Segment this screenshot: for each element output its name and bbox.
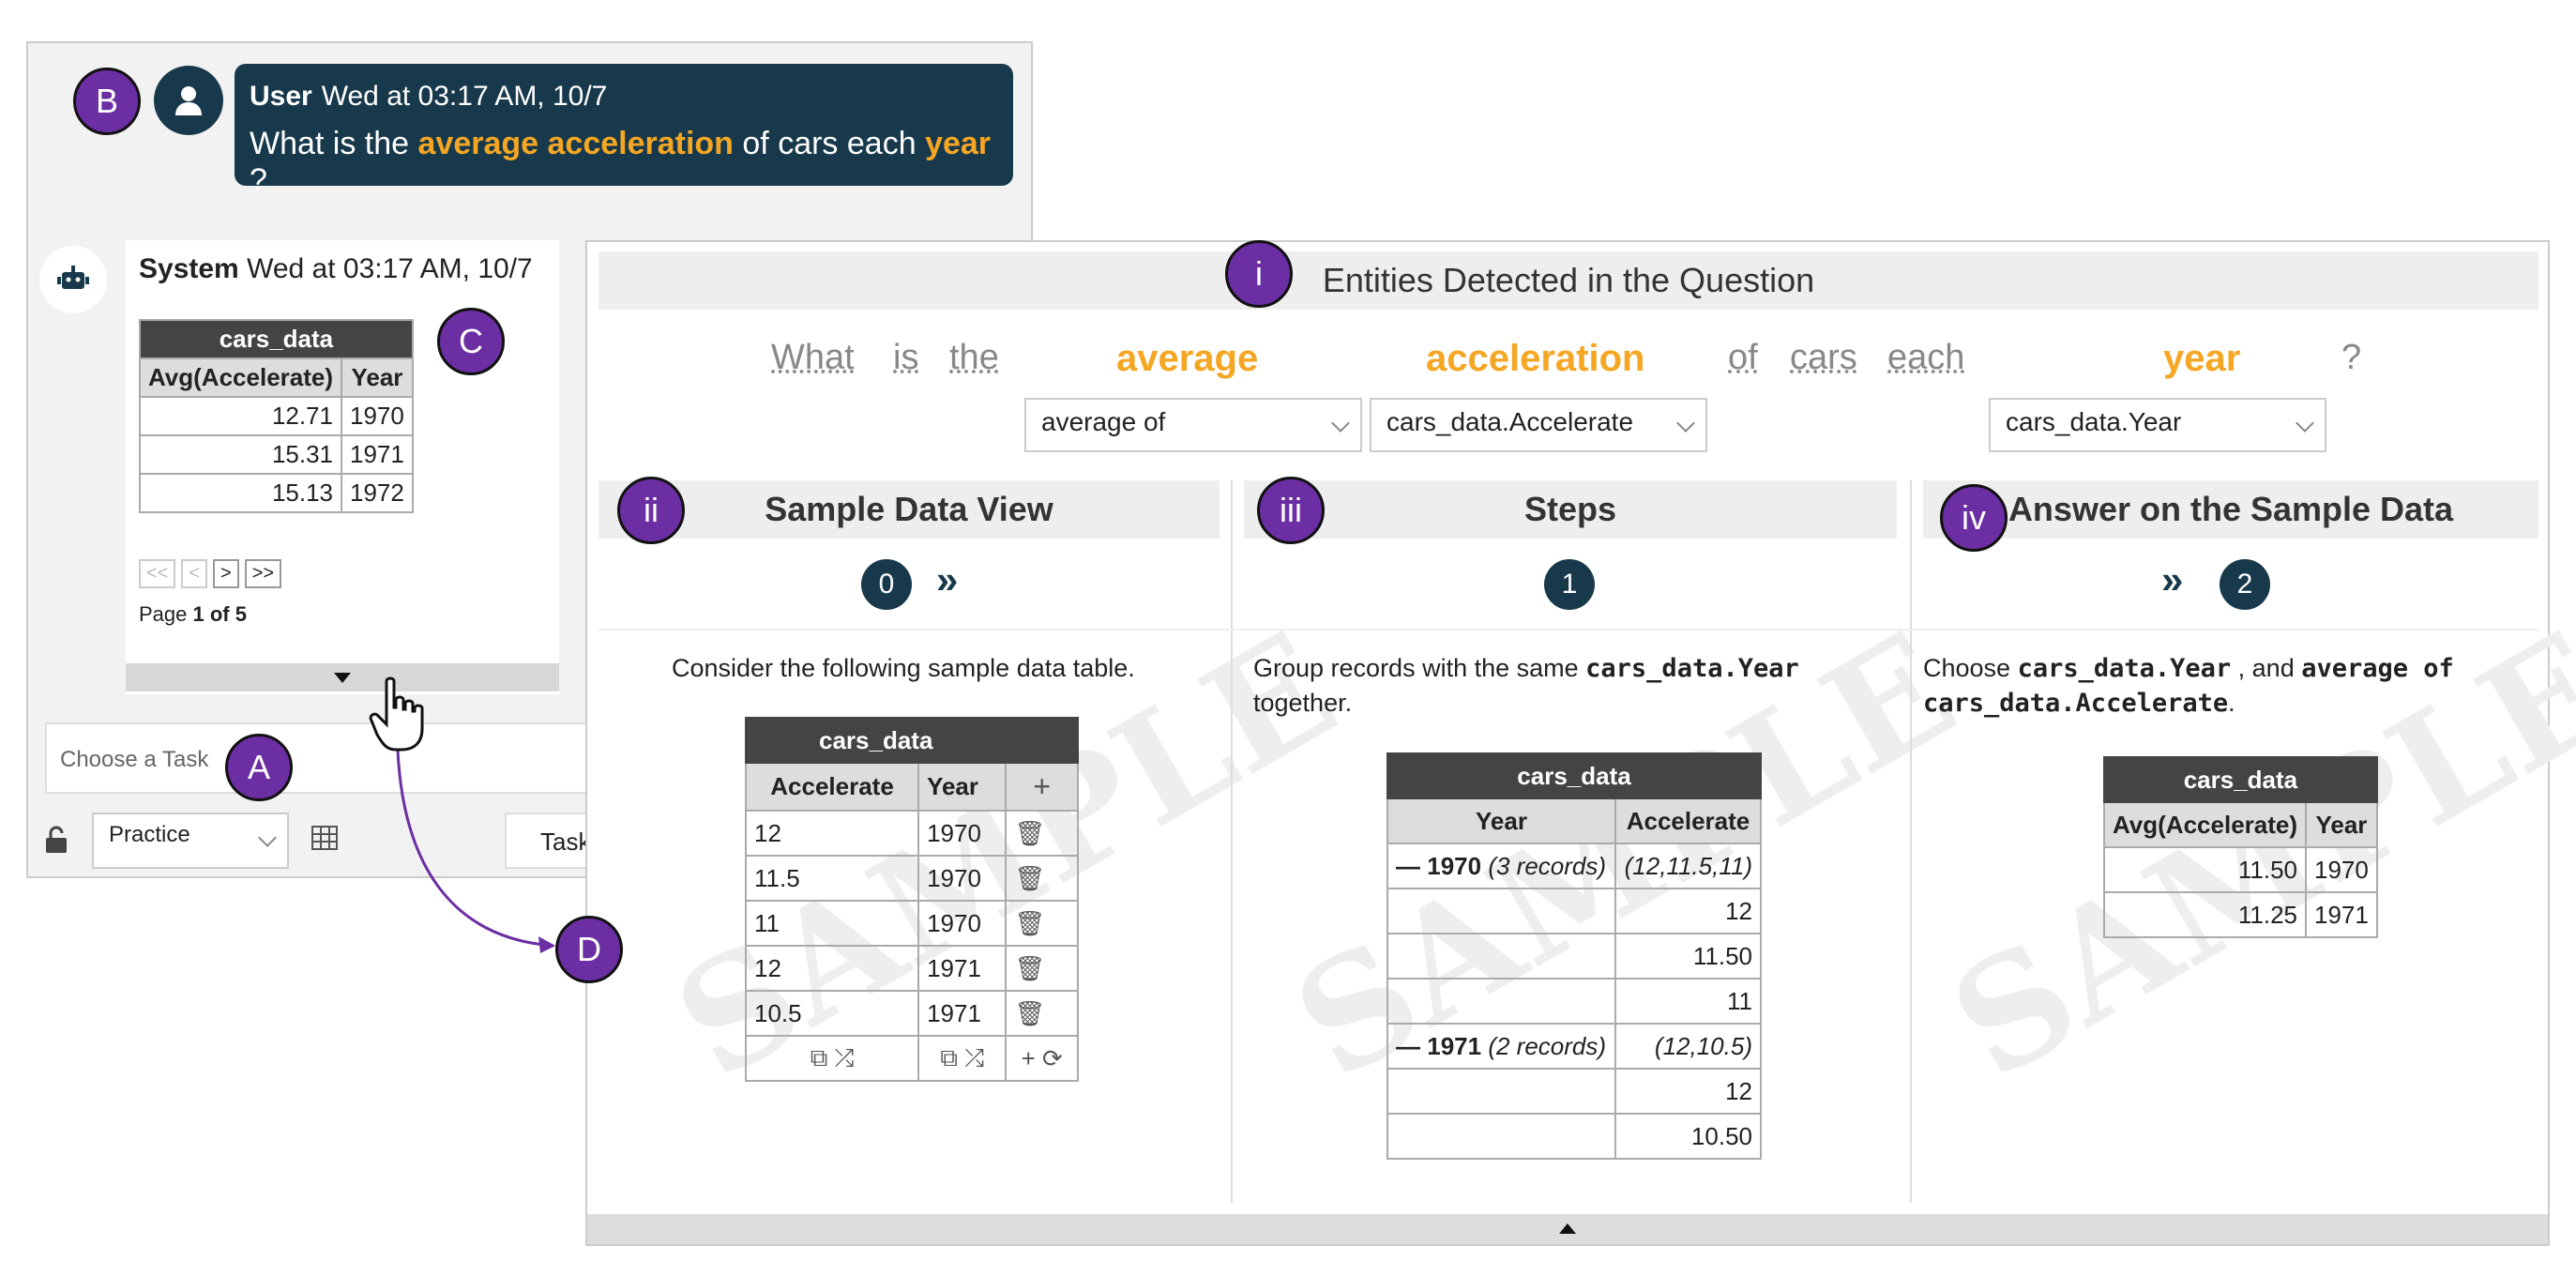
entity-acceleration[interactable]: acceleration <box>1426 338 1645 379</box>
trash-icon[interactable]: 🗑 <box>1005 855 1079 902</box>
expand-bar[interactable] <box>126 663 559 691</box>
trash-icon[interactable]: 🗑 <box>1005 900 1079 947</box>
entity-year[interactable]: year <box>2163 338 2241 379</box>
add-row-button[interactable]: + <box>1005 762 1079 812</box>
table-tools[interactable]: + ⟳ <box>1005 1035 1079 1082</box>
question-word[interactable]: is <box>893 338 919 377</box>
hand-cursor-icon <box>368 676 430 759</box>
caret-down-icon <box>334 673 351 683</box>
table-row: 12 <box>1386 1068 1762 1115</box>
table-row: 10.5 1971 🗑 <box>744 990 1079 1037</box>
table-row: 12 <box>1386 888 1762 934</box>
table-row: 11.25 1971 <box>2102 891 2378 938</box>
chevron-down-icon <box>258 828 277 847</box>
shuffle-icon[interactable]: ⤮ <box>834 1043 855 1071</box>
page-indicator: Page 1 of 5 <box>139 602 247 626</box>
grouped-table: cars_data Year Accelerate — 1970 (3 recor… <box>1386 752 1762 1160</box>
table-row: 11 <box>1386 978 1762 1025</box>
question-mark: ? <box>2341 338 2362 377</box>
last-page-button[interactable]: >> <box>244 559 282 588</box>
annotation-badge-c: C <box>437 308 505 375</box>
group-row[interactable]: — 1971 (2 records) (12,10.5) <box>1386 1023 1762 1070</box>
column-tools[interactable]: ⧉ ⤮ <box>917 1035 1008 1082</box>
answer-table: cars_data Avg(Accelerate) Year 11.50 1970 … <box>2102 756 2378 938</box>
table-row: 12 1970 🗑 <box>744 810 1079 857</box>
system-timestamp: Wed at 03:17 AM, 10/7 <box>247 253 533 284</box>
chevron-down-icon <box>2296 414 2314 433</box>
question-word[interactable]: cars <box>1790 338 1857 377</box>
table-row: 12 1971 🗑 <box>744 945 1079 992</box>
sample-table: cars_data Accelerate Year + 12 1970 🗑 11.5 19… <box>744 717 1079 1082</box>
steps-description: Group records with the same cars_data.Ye… <box>1253 654 1799 717</box>
table-row: 15.13 1972 <box>138 473 414 513</box>
plus-icon[interactable]: + <box>1021 1043 1036 1072</box>
group-row[interactable]: — 1970 (3 records) (12,11.5,11) <box>1386 843 1762 889</box>
table-row: 10.50 <box>1386 1113 1762 1160</box>
question-word[interactable]: What <box>771 338 855 377</box>
column-tools[interactable]: ⧉ ⤮ <box>744 1035 920 1082</box>
table-icon[interactable] <box>311 826 338 855</box>
system-name: System <box>139 253 239 284</box>
caret-up-icon <box>1559 1223 1576 1234</box>
annotation-badge-b: B <box>73 68 141 135</box>
chevron-down-icon <box>1676 414 1695 433</box>
table-row: 15.31 1971 <box>138 434 414 475</box>
connector-arrow <box>396 750 555 953</box>
column-dropdown-accelerate[interactable]: cars_data.Accelerate <box>1370 398 1707 452</box>
robot-avatar-icon <box>39 246 107 313</box>
forward-icon[interactable]: » <box>2161 557 2184 601</box>
user-avatar-icon <box>154 66 223 135</box>
annotation-badge-i: i <box>1225 240 1293 308</box>
annotation-badge-iv: iv <box>1940 484 2008 552</box>
user-message: User Wed at 03:17 AM, 10/7 What is the av… <box>235 64 1013 198</box>
table-row: 11.5 1970 🗑 <box>744 855 1079 902</box>
collapse-bar[interactable] <box>587 1214 2548 1244</box>
copy-icon[interactable]: ⧉ <box>940 1043 958 1071</box>
trash-icon[interactable]: 🗑 <box>1005 810 1079 857</box>
user-question: What is the average acceleration of cars… <box>250 126 992 198</box>
annotation-badge-ii: ii <box>617 477 685 544</box>
trash-icon[interactable]: 🗑 <box>1005 945 1079 992</box>
column-dropdown-year[interactable]: cars_data.Year <box>1989 398 2326 452</box>
step-counter: 0 <box>861 559 912 610</box>
question-word[interactable]: each <box>1887 338 1965 377</box>
trash-icon[interactable]: 🗑 <box>1005 990 1079 1037</box>
chevron-down-icon <box>1331 414 1350 433</box>
copy-icon[interactable]: ⧉ <box>810 1043 828 1071</box>
sample-description: Consider the following sample data table… <box>672 654 1135 682</box>
entity-average[interactable]: average <box>1116 338 1259 379</box>
answer-header: Answer on the Sample Data <box>1923 480 2538 539</box>
answer-description: Choose cars_data.Year , and average of c… <box>1923 654 2454 718</box>
first-page-button[interactable]: << <box>139 559 176 588</box>
table-row: 11 1970 🗑 <box>744 900 1079 947</box>
table-row: 11.50 <box>1386 933 1762 980</box>
sample-data-header: Sample Data View <box>599 480 1220 539</box>
result-table: cars_data Avg(Accelerate) Year 12.71 1970 … <box>138 319 414 513</box>
forward-icon[interactable]: » <box>936 557 959 601</box>
annotation-badge-d: D <box>555 916 623 983</box>
next-page-button[interactable]: > <box>213 559 239 588</box>
refresh-icon[interactable]: ⟳ <box>1042 1043 1063 1072</box>
entities-header: Entities Detected in the Question <box>599 251 2538 310</box>
operation-dropdown[interactable]: average of <box>1024 398 1362 452</box>
task-input[interactable]: Choose a Task <box>45 722 608 794</box>
system-message: System Wed at 03:17 AM, 10/7 cars_data A… <box>126 240 559 694</box>
step-counter: 1 <box>1544 559 1595 610</box>
table-row: 11.50 1970 <box>2102 846 2378 893</box>
mode-select[interactable]: Practice <box>92 813 289 869</box>
pager: << < > >> <box>139 559 287 588</box>
table-row: 12.71 1970 <box>138 396 414 436</box>
prev-page-button[interactable]: < <box>181 559 208 588</box>
user-name: User <box>250 81 312 112</box>
user-timestamp: Wed at 03:17 AM, 10/7 <box>321 81 608 112</box>
step-counter: 2 <box>2220 559 2270 610</box>
annotation-badge-a: A <box>225 734 293 801</box>
question-word[interactable]: the <box>949 338 999 377</box>
explanation-panel: SAMPLE SAMPLE SAMPLE Entities Detected i… <box>585 240 2576 1246</box>
steps-header: Steps <box>1244 480 1897 539</box>
question-word[interactable]: of <box>1728 338 1758 377</box>
shuffle-icon[interactable]: ⤮ <box>964 1043 985 1071</box>
unlock-icon[interactable] <box>43 826 69 858</box>
annotation-badge-iii: iii <box>1257 477 1325 544</box>
